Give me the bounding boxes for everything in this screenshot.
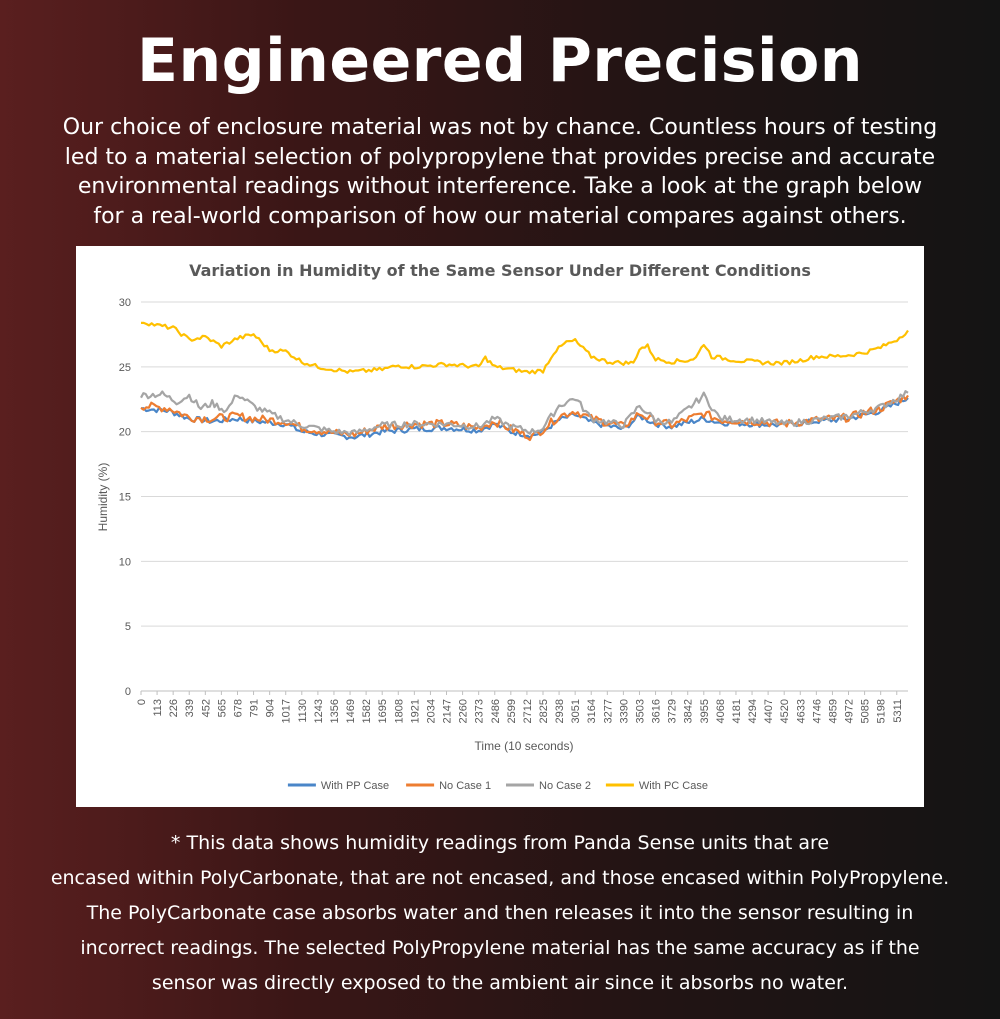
chart-card: Variation in Humidity of the Same Sensor… — [76, 246, 924, 807]
x-tick-label: 5311 — [892, 699, 904, 723]
x-tick-label: 4407 — [763, 699, 775, 723]
intro-line: for a real-world comparison of how our m… — [93, 203, 907, 229]
footnote-line: The PolyCarbonate case absorbs water and… — [86, 902, 914, 924]
footnote-line: encased within PolyCarbonate, that are n… — [50, 867, 950, 889]
x-tick-label: 4972 — [844, 699, 856, 723]
x-tick-label: 2486 — [490, 699, 502, 723]
x-tick-label: 678 — [232, 699, 244, 717]
x-tick-label: 5085 — [860, 699, 872, 723]
x-tick-label: 4181 — [731, 699, 743, 723]
x-tick-label: 1243 — [313, 699, 325, 723]
intro-line: environmental readings without interfere… — [77, 174, 923, 199]
footnote-line: incorrect readings. The selected PolyPro… — [80, 937, 920, 959]
grid-layer — [140, 301, 908, 695]
x-tick-label: 3390 — [618, 699, 630, 723]
x-tick-label: 4859 — [827, 699, 839, 723]
x-tick-label: 565 — [216, 699, 228, 717]
x-tick-label: 2260 — [458, 699, 470, 723]
x-tick-label: 3842 — [683, 699, 695, 723]
series-line — [141, 321, 909, 375]
x-tick-label: 113 — [152, 699, 164, 717]
y-tick-label: 20 — [119, 427, 131, 439]
chart-title: Variation in Humidity of the Same Sensor… — [189, 261, 811, 280]
y-tick-label: 15 — [119, 492, 131, 504]
legend-label: With PC Case — [639, 780, 708, 792]
x-tick-label: 4068 — [715, 699, 727, 723]
y-tick-label: 10 — [119, 556, 131, 568]
x-tick-label: 2712 — [522, 699, 534, 723]
legend-label: No Case 2 — [539, 780, 591, 792]
x-tick-label: 1356 — [329, 699, 341, 723]
x-tick-label: 1582 — [361, 699, 373, 723]
x-tick-label: 1017 — [281, 699, 293, 723]
x-tick-label: 4520 — [779, 699, 791, 723]
x-tick-label: 1808 — [393, 699, 405, 723]
y-tick-label: 30 — [119, 297, 131, 309]
x-tick-label: 4633 — [795, 699, 807, 723]
x-tick-label: 2034 — [425, 699, 437, 723]
x-tick-label: 2147 — [442, 699, 454, 723]
legend-label: No Case 1 — [439, 780, 491, 792]
legend-label: With PP Case — [321, 780, 389, 792]
x-tick-label: 452 — [200, 699, 212, 717]
x-tick-label: 3164 — [586, 699, 598, 723]
x-tick-label: 3955 — [699, 699, 711, 723]
x-axis-label: Time (10 seconds) — [475, 739, 574, 753]
series-line — [140, 394, 909, 442]
x-tick-label: 2373 — [474, 699, 486, 723]
x-tick-labels: 0 113 226 339 452 565 678 791 904 1017 1130 1243 135… — [136, 699, 904, 723]
x-tick-label: 791 — [249, 699, 261, 717]
x-tick-label: 904 — [265, 699, 277, 717]
footnote-line: sensor was directly exposed to the ambie… — [151, 972, 849, 994]
y-tick-labels: 0 5 10 15 20 25 30 — [119, 297, 131, 698]
y-tick-label: 25 — [119, 362, 131, 374]
chart-legend: With PP Case No Case 1 No Case 2 With PC Ca… — [287, 780, 708, 792]
x-tick-label: 0 — [136, 699, 148, 705]
x-tick-label: 1921 — [409, 699, 421, 723]
x-tick-label: 2825 — [538, 699, 550, 723]
y-tick-label: 0 — [125, 686, 131, 698]
y-axis-label: Humidity (%) — [96, 463, 110, 532]
x-tick-label: 3277 — [602, 699, 614, 723]
x-tick-label: 2938 — [554, 699, 566, 723]
x-tick-label: 3503 — [634, 699, 646, 723]
x-tick-label: 1695 — [377, 699, 389, 723]
footnote-paragraph: * This data shows humidity readings from… — [0, 826, 1000, 1001]
x-tick-label: 5198 — [876, 699, 888, 723]
footnote-line: * This data shows humidity readings from… — [170, 832, 830, 854]
y-tick-label: 5 — [125, 621, 131, 633]
page-headline: Engineered Precision — [136, 26, 864, 96]
series-line — [140, 390, 909, 437]
series-layer — [140, 321, 909, 442]
x-tick-label: 4294 — [747, 699, 759, 723]
x-tick-label: 2599 — [506, 699, 518, 723]
x-tick-label: 1469 — [345, 699, 357, 723]
x-tick-label: 1130 — [297, 699, 309, 723]
x-tick-label: 339 — [184, 699, 196, 717]
intro-paragraph: Our choice of enclosure material was not… — [40, 113, 960, 231]
x-tick-label: 3729 — [667, 699, 679, 723]
x-tick-label: 3051 — [570, 699, 582, 723]
x-tick-label: 4746 — [811, 699, 823, 723]
intro-line: Our choice of enclosure material was not… — [62, 115, 938, 140]
humidity-line-chart: Variation in Humidity of the Same Sensor… — [96, 261, 909, 792]
intro-line: led to a material selection of polypropy… — [64, 144, 936, 170]
x-tick-label: 226 — [168, 699, 180, 717]
x-tick-label: 3616 — [651, 699, 663, 723]
